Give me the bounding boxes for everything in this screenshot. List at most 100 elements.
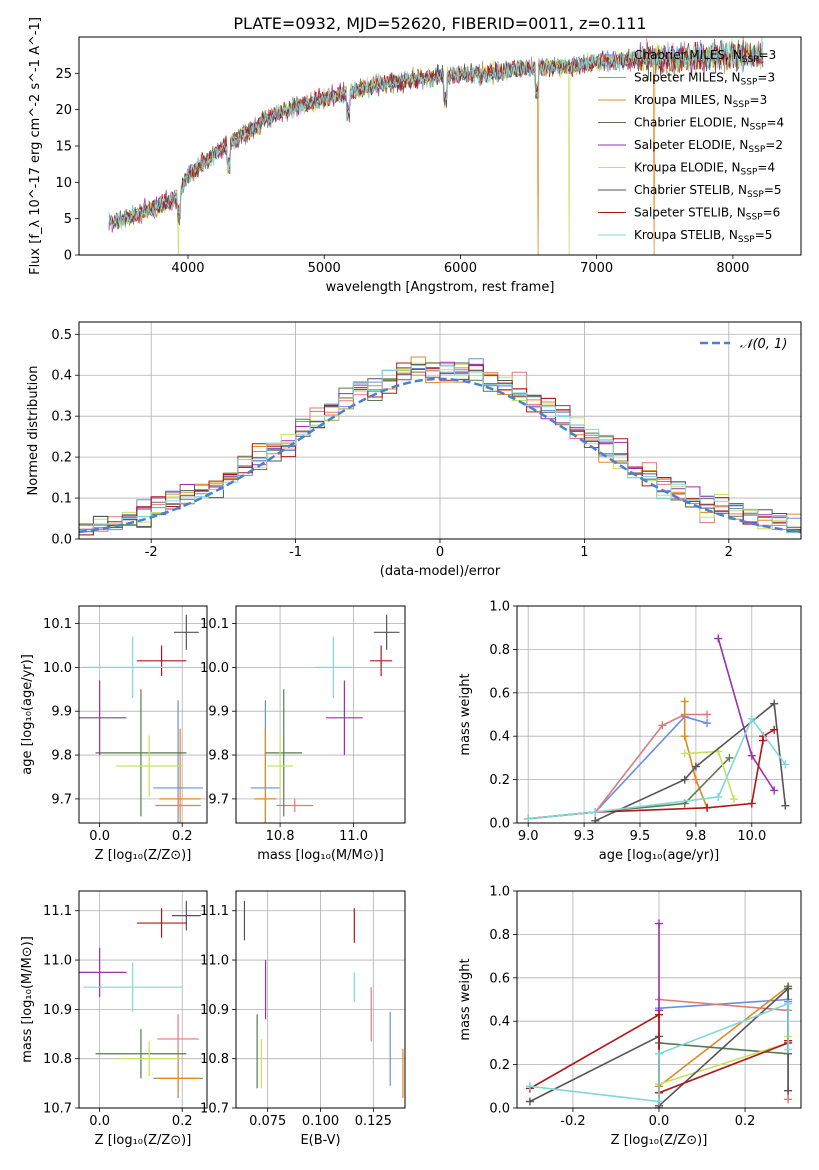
errorbar-point (83, 962, 183, 1012)
legend-nssp: =5 (755, 228, 773, 242)
y-tick-label: 15 (55, 140, 72, 155)
axes-frame (78, 605, 208, 824)
errorbar-point (254, 728, 277, 823)
weight-marker (591, 808, 600, 817)
errorbar-point (155, 798, 201, 813)
legend-sub: SSP (741, 78, 758, 88)
legend-label: Salpeter STELIB, NSSP=6 (634, 206, 780, 223)
panel-mass-weight-vs-age: 9.0 9.3 9.5 9.8 10.0 0.0 0.2 0.4 0.6 0.8 1.0 age [l… (458, 600, 802, 863)
errorbar-point (326, 680, 363, 756)
weight-marker (770, 699, 779, 708)
x-tick-label: 0 (436, 545, 444, 560)
y-tick-label: 0.4 (489, 730, 510, 745)
legend-sub: SSP (747, 190, 764, 200)
y-tick-label: 0.8 (489, 643, 510, 658)
x-tick-label: 11.0 (339, 829, 368, 844)
x-axis-label: Z [log₁₀(Z/Z⊙)] (611, 1133, 708, 1148)
plot-area (79, 356, 801, 536)
errorbar-point (373, 614, 400, 650)
plot-area (243, 900, 404, 1099)
weight-marker (680, 775, 689, 784)
y-tick-label: 1.0 (489, 600, 510, 615)
x-tick-label: -2 (145, 545, 158, 560)
legend-sub: SSP (741, 168, 758, 178)
y-tick-label: 9.8 (51, 749, 72, 764)
errorbar-point (159, 728, 201, 823)
spectrum-line-kroupa-stelib (108, 37, 764, 230)
x-tick-label: 9.0 (518, 829, 539, 844)
y-tick-label: 9.9 (51, 705, 72, 720)
legend-nssp: =3 (750, 93, 768, 107)
weight-marker (591, 816, 600, 823)
errorbar-point (83, 636, 183, 699)
x-tick-label: 7000 (580, 261, 613, 276)
errorbar-point (79, 947, 127, 998)
weight-marker (784, 1086, 793, 1095)
panel-age-vs-mass: 10.8 11.0 9.7 9.8 9.9 10.0 10.1 mass [log₁₀(M/M… (200, 605, 406, 863)
errorbar-point (370, 645, 393, 677)
weight-marker (714, 792, 723, 801)
axes-frame (235, 605, 406, 824)
weight-marker (729, 795, 738, 804)
y-tick-label: 0.4 (51, 369, 72, 384)
x-tick-label: 2 (725, 545, 733, 560)
legend-label: Kroupa MILES, NSSP=3 (634, 93, 767, 110)
weight-marker (781, 801, 790, 810)
weight-marker (655, 1049, 663, 1058)
x-axis-label: wavelength [Angstrom, rest frame] (326, 280, 555, 295)
y-axis-label: age [log₁₀(age/yr)] (20, 654, 35, 775)
legend-label: Chabrier MILES, NSSP=3 (634, 48, 776, 65)
y-tick-label: 10 (55, 176, 72, 191)
panel-mass-vs-Z: 0.0 0.2 10.7 10.8 10.9 11.0 11.1 Z [log₁₀(Z/Z⊙)… (20, 890, 208, 1148)
y-tick-label: 9.7 (51, 792, 72, 807)
y-tick-label: 0 (64, 249, 72, 264)
legend-nssp: =2 (765, 138, 783, 152)
y-tick-label: 20 (55, 103, 72, 118)
weight-marker (747, 751, 756, 760)
legend-sub: SSP (742, 55, 759, 65)
y-tick-label: 0.2 (489, 773, 510, 788)
legend-label: Chabrier STELIB, NSSP=5 (634, 183, 782, 200)
axes-frame (516, 605, 802, 824)
panel-residual-histogram: -2 -1 0 1 2 0.0 0.1 0.2 0.3 0.4 0.5 (data-model)/er… (26, 321, 802, 579)
weight-marker (703, 803, 712, 812)
legend-nssp: =3 (759, 48, 777, 62)
weight-marker (703, 719, 712, 728)
errorbar-point (265, 689, 303, 817)
weight-marker (655, 919, 663, 928)
x-tick-label: 0.2 (172, 829, 193, 844)
x-tick-label: 10.8 (266, 829, 295, 844)
legend-nssp: =3 (757, 71, 775, 85)
y-tick-label: 10.1 (43, 617, 72, 632)
y-tick-label: 1.0 (489, 885, 510, 900)
errorbar-point (276, 798, 314, 813)
x-axis-label: Z [log₁₀(Z/Z⊙)] (95, 848, 192, 863)
y-tick-label: 0.0 (489, 1102, 510, 1117)
y-tick-label: 10.9 (200, 1003, 229, 1018)
y-tick-label: 0.0 (489, 817, 510, 832)
weight-marker (770, 725, 779, 734)
x-tick-label: 0.100 (302, 1114, 339, 1129)
plot-area (525, 919, 793, 1108)
y-tick-label: 11.1 (200, 904, 229, 919)
y-tick-label: 5 (64, 212, 72, 227)
panel-mass-weight-vs-Z: -0.2 0.0 0.2 0.0 0.2 0.4 0.6 0.8 1.0 Z [log₁₀(Z/Z… (458, 885, 802, 1148)
errorbar-point (95, 689, 187, 817)
weight-marker (655, 1010, 663, 1019)
y-tick-label: 11.0 (200, 954, 229, 969)
y-tick-label: 10.8 (200, 1052, 229, 1067)
weight-marker (747, 799, 756, 808)
x-tick-label: 9.5 (630, 829, 651, 844)
y-tick-label: 0.6 (489, 971, 510, 986)
y-tick-label: 0.5 (51, 328, 72, 343)
x-tick-label: 9.8 (686, 829, 707, 844)
x-tick-label: 8000 (716, 261, 749, 276)
weight-line-salpeter-elodie (717, 638, 775, 791)
x-axis-label: E(B-V) (300, 1133, 340, 1148)
legend-nssp: =5 (764, 183, 782, 197)
legend-nssp: =4 (766, 116, 784, 130)
weight-marker (525, 1097, 534, 1106)
legend-sub: SSP (733, 100, 750, 110)
legend-sub: SSP (748, 145, 765, 155)
